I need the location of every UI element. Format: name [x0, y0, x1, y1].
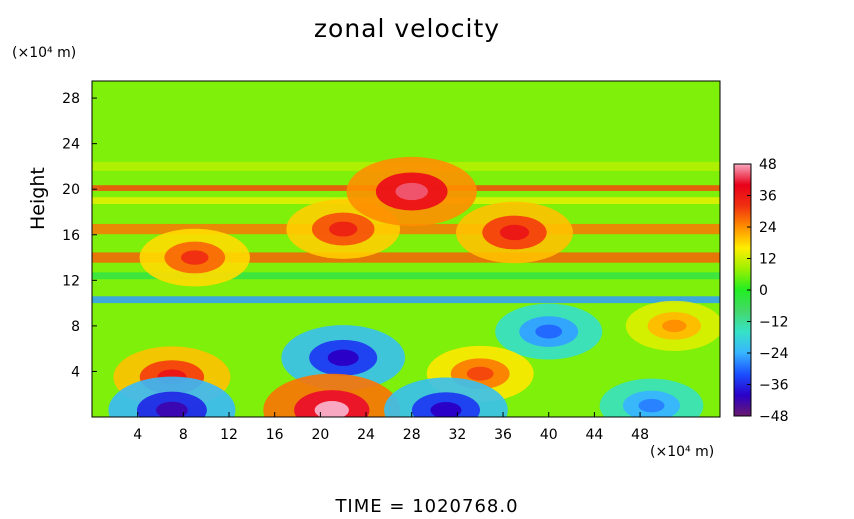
colorbar-tick-label: −12: [759, 315, 789, 331]
colorbar-tick-label: −48: [759, 409, 789, 425]
y-tick-label: 28: [62, 91, 80, 107]
x-axis-unit: (×10⁴ m): [650, 444, 715, 460]
heatmap-layer: [92, 223, 720, 235]
x-tick-label: 12: [220, 427, 238, 443]
plot-frame: [91, 80, 721, 418]
heatmap-layer: [92, 272, 720, 280]
colorbar-tick-label: −24: [759, 346, 789, 362]
x-tick-label: 48: [631, 427, 649, 443]
x-axis: 4 8 12 16 20 24 28 32 36 40 44 48: [133, 412, 649, 443]
y-tick-label: 20: [62, 182, 80, 198]
x-tick-label: 4: [133, 427, 142, 443]
heatmap-feature-peak: [499, 224, 530, 241]
colorbar-tick-label: −36: [759, 378, 789, 394]
time-value: 1020768.0: [412, 496, 519, 517]
colorbar-tick-label: 48: [759, 157, 777, 173]
x-tick-label: 32: [448, 427, 466, 443]
colorbar: 48 36 24 12 0 −12 −24 −36 −48: [733, 157, 789, 425]
heatmap-layer: [92, 296, 720, 304]
heatmap-feature-peak: [328, 221, 358, 237]
y-axis: 4 8 12 16 20 24 28: [62, 91, 97, 380]
heatmap-feature-peak: [395, 182, 429, 201]
heatmap-layer: [92, 252, 720, 263]
heatmap-feature-peak: [638, 398, 665, 413]
x-tick-label: 40: [540, 427, 558, 443]
heatmap-feature-peak: [327, 349, 359, 366]
chart-title: zonal velocity: [313, 14, 501, 43]
x-tick-label: 24: [357, 427, 375, 443]
x-tick-label: 16: [266, 427, 284, 443]
x-tick-label: 8: [179, 427, 188, 443]
time-equals: =: [389, 496, 413, 517]
y-tick-label: 24: [62, 137, 80, 153]
colorbar-tick-label: 12: [759, 252, 777, 268]
colorbar-tick-label: 0: [759, 283, 768, 299]
x-tick-label: 44: [585, 427, 603, 443]
y-tick-label: 8: [71, 319, 80, 335]
y-axis-unit: (×10⁴ m): [12, 45, 77, 61]
heatmap-feature-peak: [466, 366, 494, 381]
heatmap-feature-peak: [662, 319, 687, 333]
heatmap-feature-peak: [314, 401, 349, 417]
y-tick-label: 12: [62, 273, 80, 289]
colorbar-tick-label: 36: [759, 189, 777, 205]
heatmap-feature-peak: [156, 401, 188, 417]
x-tick-label: 28: [403, 427, 421, 443]
time-readout: TIME = 1020768.0: [0, 496, 854, 517]
y-tick-label: 16: [62, 228, 80, 244]
heatmap-feature-peak: [430, 402, 462, 417]
time-label: TIME: [335, 496, 383, 517]
heatmap-feature-peak: [535, 324, 563, 339]
y-tick-label: 4: [71, 364, 80, 380]
colorbar-tick-label: 24: [759, 220, 777, 236]
heatmap-feature-peak: [180, 250, 209, 265]
x-tick-label: 36: [494, 427, 512, 443]
plot-area: [92, 81, 720, 417]
x-tick-label: 20: [311, 427, 329, 443]
